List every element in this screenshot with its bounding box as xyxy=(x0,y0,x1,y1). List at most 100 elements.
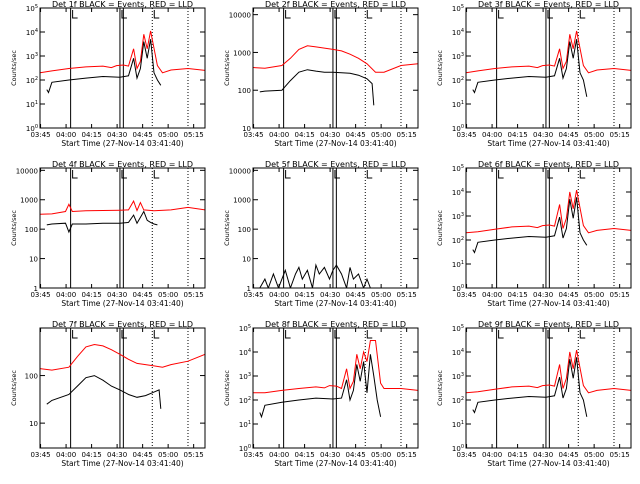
x-tick-label: 04:00 xyxy=(269,131,289,139)
y-tick-label: 1 xyxy=(34,285,38,293)
x-tick-label: 03:45 xyxy=(30,291,50,299)
x-tick-label: 04:00 xyxy=(482,131,502,139)
x-tick-label: 04:30 xyxy=(320,451,340,459)
series-lld-line xyxy=(253,45,418,73)
plot-frame xyxy=(465,327,632,449)
x-tick-label: 04:30 xyxy=(533,291,553,299)
chart-panel-7: 03:45 04:00 04:15 04:30 04:45 05:00 05:15 10 100… xyxy=(10,320,206,468)
series-events-line xyxy=(46,39,162,94)
x-tick-label: 05:00 xyxy=(584,451,604,459)
marker-flag xyxy=(285,170,291,179)
x-axis-label: Start Time (27-Nov-14 03:41:40) xyxy=(274,139,396,148)
y-tick-label: 101 xyxy=(452,260,464,269)
x-tick-label: 04:00 xyxy=(482,291,502,299)
y-tick-label: 10 xyxy=(29,420,38,428)
y-tick-label: 103 xyxy=(452,52,464,61)
x-tick-label: 05:15 xyxy=(610,291,630,299)
y-tick-label: 10000 xyxy=(229,167,251,175)
x-tick-label: 03:45 xyxy=(243,451,263,459)
y-tick-label: 1000 xyxy=(20,197,38,205)
series-lld-line xyxy=(466,190,631,234)
y-axis-label: Counts/sec xyxy=(10,370,18,406)
x-tick-label: 04:30 xyxy=(107,291,127,299)
chart-panel-4: 03:45 04:00 04:15 04:30 04:45 05:00 05:15 1 10 10… xyxy=(10,160,206,308)
y-tick-label: 1000 xyxy=(233,49,251,57)
x-tick-label: 04:30 xyxy=(533,131,553,139)
y-axis-label: Counts/sec xyxy=(436,50,444,86)
marker-flag xyxy=(121,330,127,339)
y-tick-label: 104 xyxy=(452,348,464,357)
y-tick-label: 101 xyxy=(452,420,464,429)
y-axis-label: Counts/sec xyxy=(10,210,18,246)
chart-title: Det 5f BLACK = Events, RED = LLD xyxy=(265,160,406,169)
plot-frame xyxy=(465,167,632,289)
x-tick-label: 04:00 xyxy=(56,451,76,459)
x-tick-label: 04:15 xyxy=(81,291,101,299)
marker-flag xyxy=(72,330,78,339)
x-tick-label: 03:45 xyxy=(30,131,50,139)
x-tick-label: 04:15 xyxy=(294,291,314,299)
marker-flag xyxy=(285,10,291,19)
x-tick-label: 04:45 xyxy=(133,131,153,139)
y-tick-label: 102 xyxy=(452,76,464,85)
y-axis-label: Counts/sec xyxy=(223,210,231,246)
plot-frame xyxy=(39,167,206,289)
series-lld-line xyxy=(40,343,205,371)
x-tick-label: 03:45 xyxy=(456,291,476,299)
y-tick-label: 10000 xyxy=(229,12,251,20)
plot-frame xyxy=(39,327,206,449)
marker-flag xyxy=(366,330,373,339)
y-tick-label: 103 xyxy=(452,372,464,381)
series-events-line xyxy=(259,69,375,106)
chart-panel-8: 03:45 04:00 04:15 04:30 04:45 05:00 05:15 100 10… xyxy=(223,320,419,468)
y-tick-label: 100 xyxy=(238,226,251,234)
marker-flag xyxy=(153,330,160,339)
y-tick-label: 10 xyxy=(29,256,38,264)
chart-panel-5: 03:45 04:00 04:15 04:30 04:45 05:00 05:15 1 10 10… xyxy=(223,160,419,308)
series-events-line xyxy=(472,39,588,97)
series-events-line xyxy=(259,354,382,419)
marker-flag xyxy=(72,10,78,19)
x-tick-label: 03:45 xyxy=(243,131,263,139)
x-axis-label: Start Time (27-Nov-14 03:41:40) xyxy=(274,299,396,308)
x-tick-label: 05:00 xyxy=(584,291,604,299)
chart-title: Det 2f BLACK = Events, RED = LLD xyxy=(265,0,406,9)
x-axis-label: Start Time (27-Nov-14 03:41:40) xyxy=(61,299,183,308)
series-events-line xyxy=(46,375,162,409)
marker-flag xyxy=(579,170,586,179)
marker-flag xyxy=(547,170,553,179)
marker-flag xyxy=(366,10,373,19)
x-tick-label: 04:00 xyxy=(56,131,76,139)
x-tick-label: 04:00 xyxy=(269,291,289,299)
chart-title: Det 8f BLACK = Events, RED = LLD xyxy=(265,320,406,329)
x-axis-label: Start Time (27-Nov-14 03:41:40) xyxy=(487,139,609,148)
x-tick-label: 04:45 xyxy=(346,451,366,459)
x-tick-label: 04:15 xyxy=(294,451,314,459)
y-tick-label: 1000 xyxy=(233,197,251,205)
marker-flag xyxy=(547,330,553,339)
x-tick-label: 05:00 xyxy=(158,451,178,459)
y-tick-label: 100 xyxy=(25,373,38,381)
x-tick-label: 04:30 xyxy=(320,291,340,299)
y-tick-label: 100 xyxy=(238,87,251,95)
chart-panel-6: 03:45 04:00 04:15 04:30 04:45 05:00 05:15 100 10… xyxy=(436,160,632,308)
marker-flag xyxy=(121,170,127,179)
x-tick-label: 04:00 xyxy=(269,451,289,459)
x-tick-label: 04:30 xyxy=(107,451,127,459)
x-axis-label: Start Time (27-Nov-14 03:41:40) xyxy=(274,459,396,468)
y-tick-label: 100 xyxy=(452,444,464,453)
chart-panel-1: 03:45 04:00 04:15 04:30 04:45 05:00 05:15 100 10… xyxy=(10,0,206,148)
y-tick-label: 103 xyxy=(239,372,251,381)
x-tick-label: 05:15 xyxy=(397,131,417,139)
marker-flag xyxy=(498,170,504,179)
chart-title: Det 3f BLACK = Events, RED = LLD xyxy=(478,0,619,9)
series-events-line xyxy=(472,197,588,254)
y-tick-label: 103 xyxy=(26,52,38,61)
y-tick-label: 104 xyxy=(26,28,38,37)
x-tick-label: 04:45 xyxy=(346,131,366,139)
chart-title: Det 7f BLACK = Events, RED = LLD xyxy=(52,320,193,329)
x-tick-label: 04:15 xyxy=(81,131,101,139)
x-tick-label: 05:15 xyxy=(184,451,204,459)
series-events-line xyxy=(46,210,158,234)
